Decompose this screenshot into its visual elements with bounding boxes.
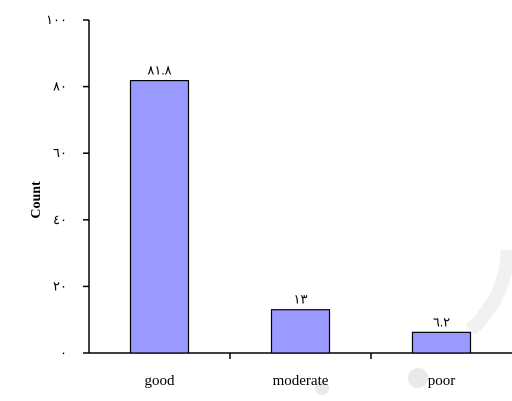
data-labels: ٨١.٨ ١٣ ٦.٢	[147, 63, 450, 330]
watermark-decoration	[315, 249, 512, 395]
y-tick-label: ٢٠	[53, 278, 67, 293]
data-label-moderate: ١٣	[294, 292, 308, 307]
data-label-good: ٨١.٨	[147, 63, 171, 78]
bars	[129, 80, 472, 354]
y-axis: ٠ ٢٠ ٤٠ ٦٠ ٨٠ ١٠٠	[46, 12, 90, 360]
y-tick-label: ٠	[60, 345, 67, 360]
bar-moderate	[270, 309, 331, 354]
y-axis-label: Count	[29, 181, 44, 219]
y-tick-label: ٤٠	[53, 212, 67, 227]
bar-poor	[411, 331, 472, 354]
y-tick-label: ١٠٠	[46, 12, 67, 27]
x-tick-label-moderate: moderate	[273, 373, 329, 389]
data-label-poor: ٦.٢	[433, 314, 450, 329]
x-tick-label-good: good	[145, 373, 176, 389]
y-tick-label: ٦٠	[53, 145, 67, 160]
y-tick-label: ٨٠	[53, 79, 67, 94]
bar-good	[129, 80, 190, 354]
x-tick-label-poor: poor	[428, 373, 456, 389]
x-axis: good moderate poor	[89, 352, 512, 389]
